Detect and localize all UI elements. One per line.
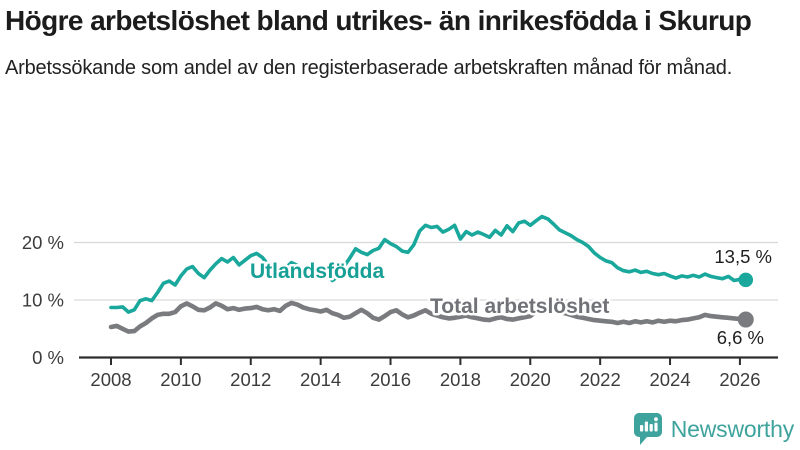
chart-area: 0 % 10 % 20 % 2008 2010 2012 2014 2016 2018 2020 2… xyxy=(0,190,800,405)
brand-footer: Newsworthy xyxy=(633,413,794,445)
x-axis-tick-label: 2010 xyxy=(160,369,201,390)
x-axis-tick-label: 2012 xyxy=(230,369,271,390)
series-end-value-total: 6,6 % xyxy=(717,327,764,348)
series-line-total xyxy=(108,300,748,334)
series-end-dot-total xyxy=(737,311,754,328)
x-axis-tick-label: 2022 xyxy=(580,369,621,390)
chart-subtitle: Arbetssökande som andel av den registerb… xyxy=(5,57,733,80)
newsworthy-logo-icon xyxy=(633,413,662,445)
page-title: Högre arbetslöshet bland utrikes- än inr… xyxy=(5,5,752,36)
brand-wordmark: Newsworthy xyxy=(670,415,794,442)
x-axis-tick-label: 2018 xyxy=(440,369,481,390)
unemployment-line-chart: 0 % 10 % 20 % 2008 2010 2012 2014 2016 2018 2020 2… xyxy=(22,214,778,390)
y-axis-tick-label: 20 % xyxy=(22,232,64,253)
x-axis-tick-label: 2008 xyxy=(90,369,131,390)
x-axis-tick-label: 2020 xyxy=(510,369,551,390)
series-end-value-utlandsfodda: 13,5 % xyxy=(714,246,772,267)
x-axis-tick-label: 2026 xyxy=(719,369,760,390)
x-axis-tick-label: 2024 xyxy=(649,369,690,390)
y-axis-tick-label: 0 % xyxy=(32,347,64,368)
series-end-dot-utlandsfodda xyxy=(738,272,754,288)
y-axis-tick-label: 10 % xyxy=(22,290,64,311)
x-axis-tick-label: 2014 xyxy=(300,369,341,390)
series-label-total: Total arbetslöshet xyxy=(430,295,609,318)
chart-header: Högre arbetslöshet bland utrikes- än inr… xyxy=(5,4,793,82)
series-label-utlandsfodda: Utlandsfödda xyxy=(250,260,384,283)
series-line-utlandsfodda xyxy=(109,214,748,314)
x-axis-tick-label: 2016 xyxy=(370,369,411,390)
